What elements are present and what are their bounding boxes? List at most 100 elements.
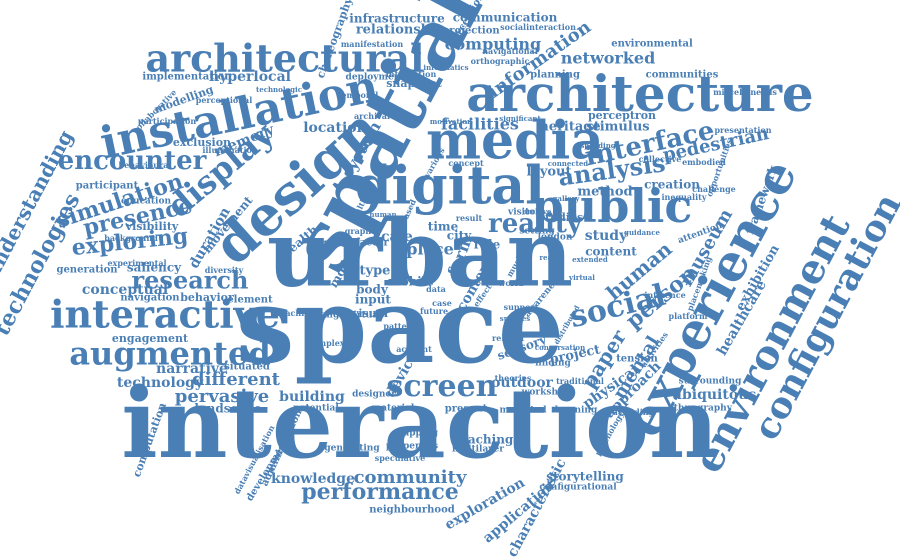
- word-reality: reality: [488, 209, 583, 239]
- word-hyperlocal: hyperlocal: [209, 69, 291, 85]
- word-theories: theories: [495, 373, 532, 383]
- word-implementation: implementation: [142, 72, 232, 83]
- word-type: type: [360, 264, 391, 279]
- word-case: case: [432, 298, 452, 308]
- word-participant: participant: [76, 181, 139, 192]
- word-augmented: augmented: [69, 335, 270, 373]
- word-traditional: traditional: [556, 376, 604, 386]
- word-experimental: experimental: [107, 258, 166, 268]
- word-communication: communication: [453, 11, 558, 25]
- word-community: community: [354, 467, 467, 488]
- word-surrounding: surrounding: [679, 377, 742, 387]
- word-concept: concept: [448, 158, 484, 168]
- word-pervasive: pervasive: [175, 386, 270, 407]
- word-architectural: architectural: [146, 36, 425, 81]
- word-landscape: landscape: [194, 402, 262, 416]
- word-digital: digital: [355, 156, 545, 217]
- word-perceptional: perceptional: [196, 95, 253, 105]
- word-place: place: [406, 240, 454, 259]
- word-snapshot: snapshot: [386, 77, 443, 90]
- word-interactive: interactive: [50, 292, 280, 337]
- word-planning: planning: [530, 70, 580, 81]
- word-role: role: [474, 238, 501, 252]
- word-public: public: [532, 179, 693, 233]
- word-configurational: configurational: [539, 483, 617, 493]
- word-potential: potential: [293, 404, 339, 414]
- word-networked: networked: [561, 49, 656, 68]
- word-future: future: [420, 306, 448, 316]
- word-heritage: heritage: [539, 120, 600, 135]
- word-world: world: [497, 278, 523, 288]
- word-influence: influence: [644, 290, 685, 300]
- word-layout: layout: [526, 165, 571, 180]
- word-study: study: [585, 228, 628, 244]
- word-workshop: workshop: [521, 388, 571, 398]
- word-behavior: behavior: [180, 291, 234, 304]
- word-guidance: guidance: [624, 228, 660, 237]
- word-time: time: [428, 220, 459, 234]
- word-pattern: pattern: [383, 321, 416, 331]
- word-visibility: visibility: [125, 220, 179, 233]
- word-finding: finding: [535, 359, 571, 369]
- word-learning: learning: [555, 406, 598, 416]
- word-background: background: [104, 233, 158, 243]
- word-gallery: gallery: [553, 194, 581, 203]
- word-building: building: [279, 389, 345, 405]
- word-multilayer: multilayer: [452, 445, 504, 455]
- word-material: material: [372, 404, 415, 414]
- word-urban: urban: [267, 200, 573, 308]
- word-relationship: relationship: [356, 23, 444, 38]
- word-speculative: speculative: [375, 453, 426, 463]
- word-studies: studies: [539, 211, 583, 224]
- word-setting: setting: [519, 227, 555, 237]
- word-presentation: presentation: [714, 125, 771, 135]
- word-environmental: environmental: [611, 39, 693, 50]
- word-exclusion: exclusion: [173, 136, 231, 149]
- word-architecture: architecture: [466, 64, 814, 123]
- word-inequality: inequality: [662, 192, 707, 202]
- word-data: data: [426, 284, 446, 294]
- word-generating: generating: [324, 444, 380, 454]
- word-education: education: [121, 197, 171, 207]
- word-scale: scale: [373, 229, 413, 245]
- word-properties: properties: [386, 442, 438, 452]
- word-virtual: virtual: [568, 273, 595, 282]
- word-embodied: embodied: [682, 157, 726, 167]
- word-navigational: navigational: [482, 46, 538, 56]
- word-london: london: [538, 233, 573, 243]
- word-outdoor: outdoor: [491, 375, 553, 391]
- word-content: content: [585, 245, 637, 259]
- word-machine: machine: [277, 308, 315, 318]
- word-challenge: challenge: [692, 184, 736, 194]
- word-designer: designer: [352, 390, 396, 400]
- word-mapping: mapping: [394, 429, 439, 439]
- word-manifestation: manifestation: [341, 39, 403, 49]
- word-tension: tension: [616, 354, 658, 365]
- word-motivation: motivation: [430, 117, 472, 126]
- word-orthographic: orthographic: [471, 56, 530, 66]
- word-space: space: [236, 264, 564, 387]
- word-infrastructure: infrastructure: [349, 12, 445, 26]
- word-body: body: [356, 283, 389, 297]
- word-real: real: [539, 253, 555, 262]
- word-ethnography: ethnography: [668, 404, 733, 414]
- word-informatics: informatics: [423, 63, 468, 72]
- word-creation: creation: [644, 178, 700, 192]
- word-storytelling: storytelling: [546, 470, 624, 484]
- word-result: result: [456, 213, 483, 223]
- word-spheres: spheres: [500, 314, 531, 323]
- word-generation: generation: [56, 265, 118, 276]
- word-participation: participation: [138, 116, 196, 126]
- word-situated: situated: [224, 362, 270, 373]
- word-element: element: [227, 295, 273, 306]
- word-mobile: mobile: [388, 275, 434, 289]
- word-speading: speading: [580, 141, 615, 150]
- word-visitor: visitor: [507, 208, 540, 218]
- word-archival: archival: [354, 111, 390, 121]
- word-communities: communities: [646, 70, 719, 81]
- word-engagement: engagement: [112, 332, 189, 345]
- word-navigation: navigation: [120, 293, 180, 304]
- word-human: human: [369, 210, 396, 219]
- word-projection: projection: [442, 26, 500, 37]
- word-narrative: narrative: [156, 361, 228, 377]
